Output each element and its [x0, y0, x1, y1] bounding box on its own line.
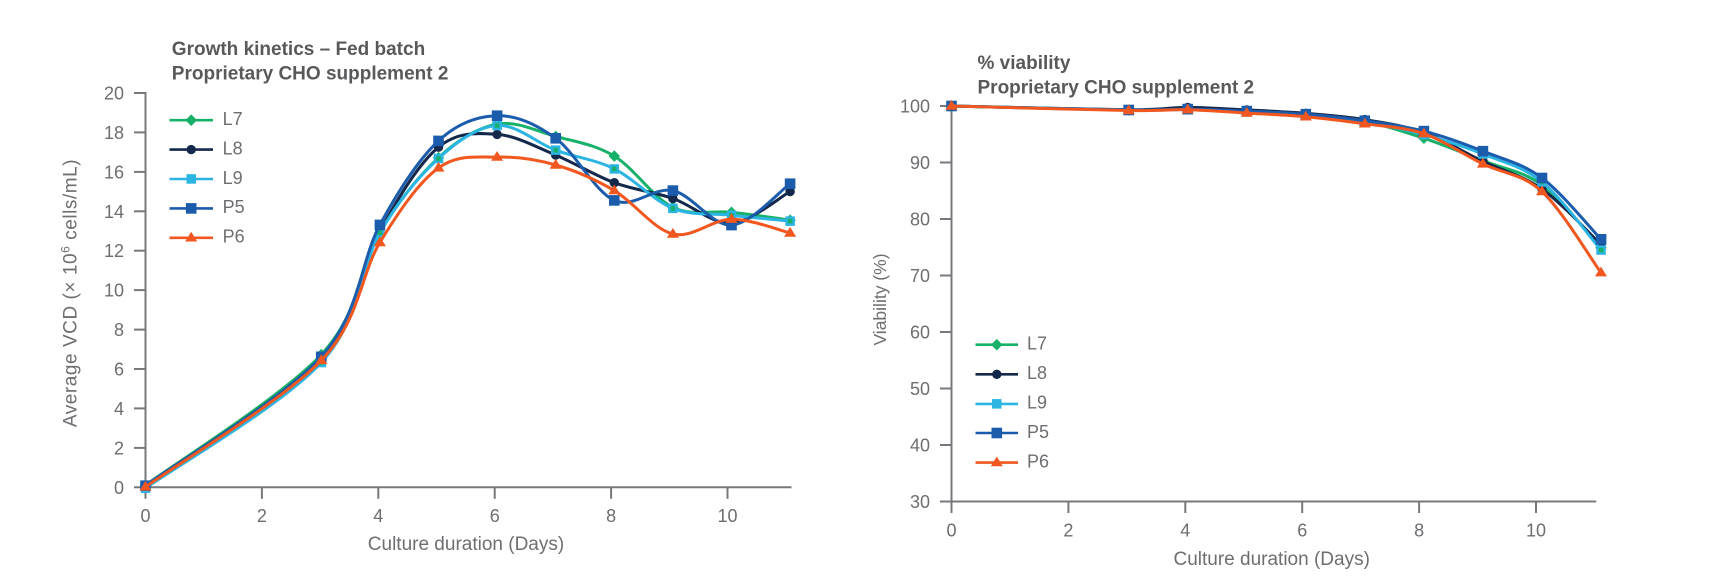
svg-text:14: 14 — [104, 202, 124, 222]
svg-text:30: 30 — [910, 492, 930, 512]
svg-text:18: 18 — [104, 123, 124, 143]
svg-text:100: 100 — [900, 97, 930, 117]
svg-text:8: 8 — [114, 320, 124, 340]
svg-text:P5: P5 — [1027, 422, 1049, 442]
svg-text:12: 12 — [104, 241, 124, 261]
svg-text:Growth kinetics – Fed batch: Growth kinetics – Fed batch — [172, 39, 425, 60]
svg-text:L7: L7 — [223, 109, 243, 129]
svg-text:L9: L9 — [223, 168, 243, 188]
svg-text:60: 60 — [910, 323, 930, 343]
svg-text:6: 6 — [490, 506, 500, 526]
svg-text:Culture duration (Days): Culture duration (Days) — [368, 534, 564, 555]
svg-text:4: 4 — [1180, 521, 1190, 541]
svg-text:50: 50 — [910, 379, 930, 399]
svg-text:80: 80 — [910, 210, 930, 230]
svg-text:40: 40 — [910, 436, 930, 456]
svg-text:0: 0 — [114, 478, 124, 498]
svg-text:Average VCD (× 106 cells/mL): Average VCD (× 106 cells/mL) — [59, 159, 82, 427]
svg-text:70: 70 — [910, 266, 930, 286]
svg-text:10: 10 — [104, 281, 124, 301]
svg-text:4: 4 — [373, 506, 383, 526]
svg-text:L9: L9 — [1027, 393, 1047, 413]
svg-text:Proprietary CHO supplement 2: Proprietary CHO supplement 2 — [978, 78, 1255, 99]
svg-text:2: 2 — [257, 506, 267, 526]
svg-text:6: 6 — [1297, 521, 1307, 541]
svg-text:10: 10 — [717, 506, 737, 526]
svg-text:P6: P6 — [1027, 451, 1049, 471]
svg-text:Culture duration (Days): Culture duration (Days) — [1173, 549, 1369, 570]
svg-text:2: 2 — [1063, 521, 1073, 541]
svg-text:% viability: % viability — [978, 53, 1071, 74]
svg-text:6: 6 — [114, 360, 124, 380]
svg-text:16: 16 — [104, 162, 124, 182]
svg-text:P5: P5 — [223, 197, 245, 217]
svg-text:L8: L8 — [1027, 363, 1047, 383]
svg-text:10: 10 — [1526, 521, 1546, 541]
svg-text:P6: P6 — [223, 227, 245, 247]
svg-text:0: 0 — [140, 506, 150, 526]
svg-text:20: 20 — [104, 84, 124, 104]
svg-text:8: 8 — [606, 506, 616, 526]
svg-text:L7: L7 — [1027, 334, 1047, 354]
svg-text:2: 2 — [114, 438, 124, 458]
svg-text:90: 90 — [910, 153, 930, 173]
svg-text:L8: L8 — [223, 138, 243, 158]
svg-text:4: 4 — [114, 399, 124, 419]
svg-text:Viability (%): Viability (%) — [870, 253, 890, 345]
svg-text:0: 0 — [946, 521, 956, 541]
svg-text:8: 8 — [1414, 521, 1424, 541]
svg-text:Proprietary CHO supplement 2: Proprietary CHO supplement 2 — [172, 63, 449, 84]
